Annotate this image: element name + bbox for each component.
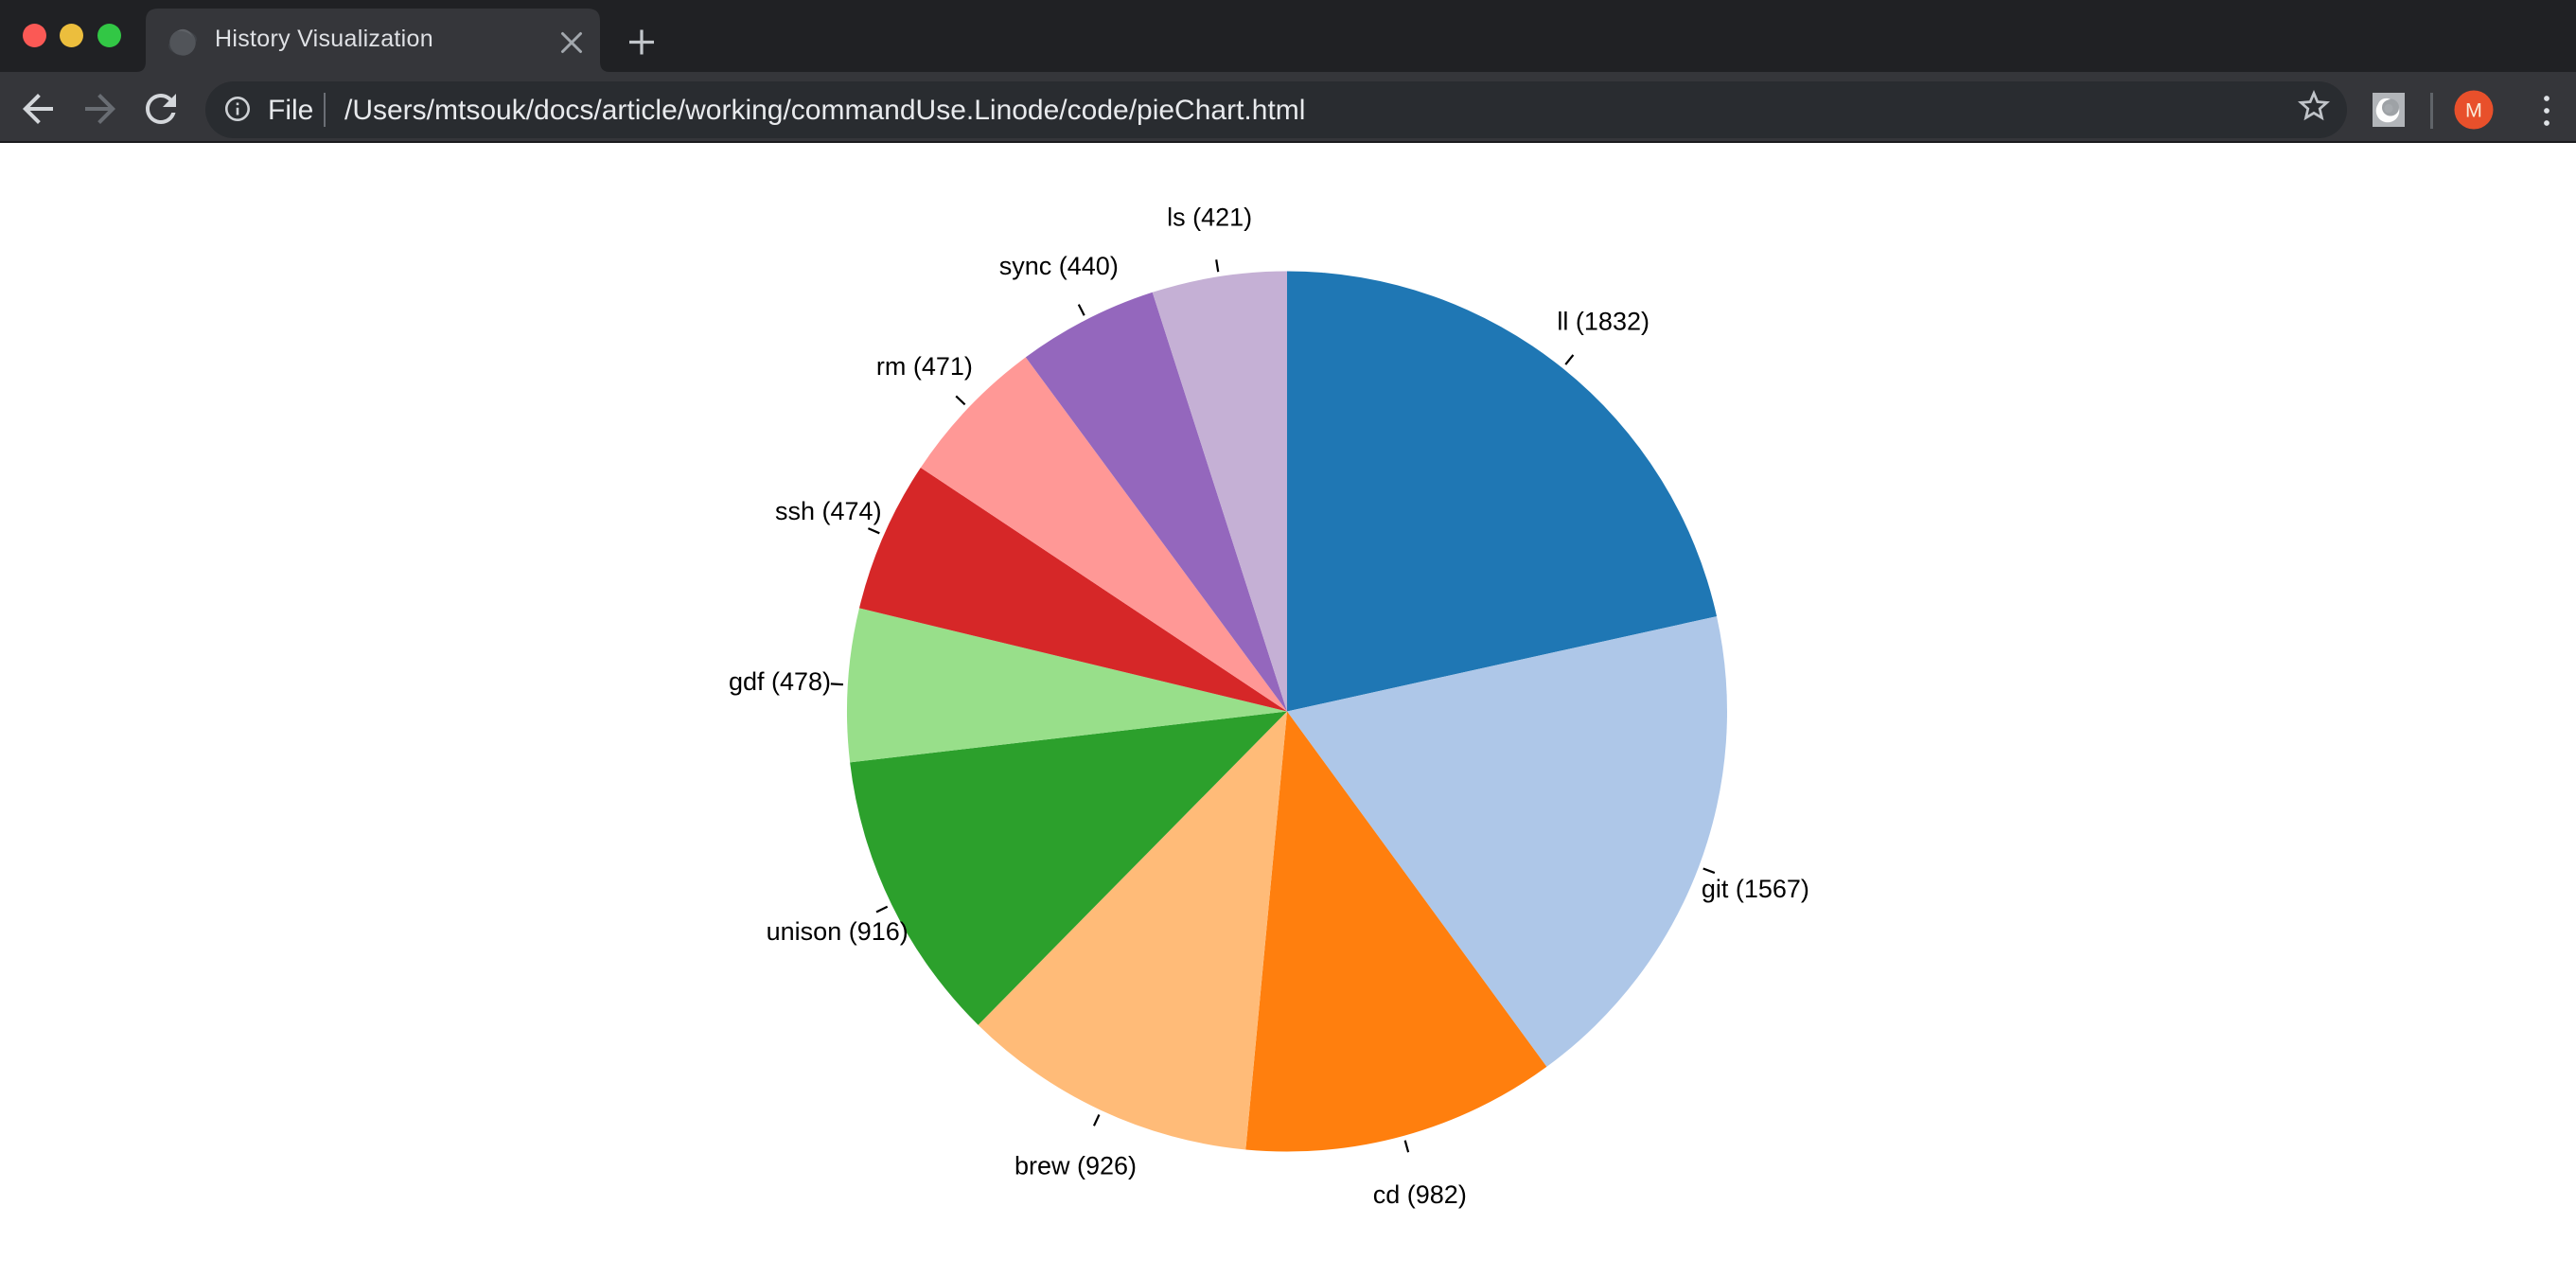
svg-text:ll (1832): ll (1832) [1557,307,1650,335]
svg-text:gdf (478): gdf (478) [729,667,831,696]
svg-text:git (1567): git (1567) [1702,875,1809,903]
svg-text:M: M [2465,99,2482,122]
svg-text:ssh (474): ssh (474) [775,497,882,525]
svg-text:unison (916): unison (916) [767,917,909,946]
svg-text:ls (421): ls (421) [1167,203,1252,231]
svg-text:brew (926): brew (926) [1015,1151,1137,1179]
svg-text:cd (982): cd (982) [1373,1180,1467,1209]
svg-text:sync (440): sync (440) [999,252,1119,280]
svg-text:rm (471): rm (471) [876,352,973,381]
